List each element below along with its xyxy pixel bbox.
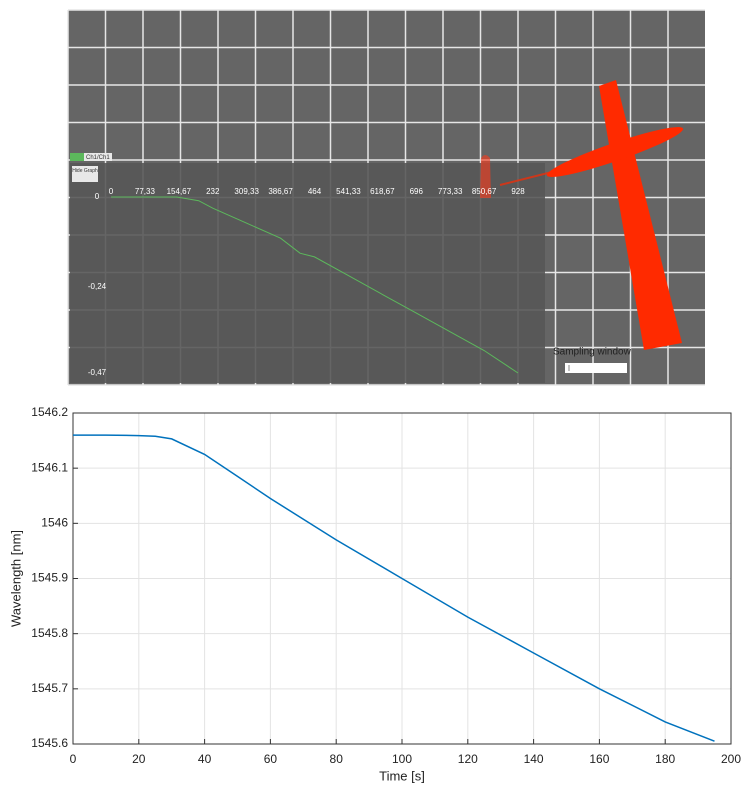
x-axis-label: Time [s] <box>379 768 425 783</box>
hide-graph-label-box: Hide Graph <box>72 166 98 182</box>
x-tick-label: 618,67 <box>370 187 395 196</box>
x-tick-label: 154,67 <box>167 187 192 196</box>
x-tick-label: 696 <box>410 187 424 196</box>
y-tick-label: 1545.8 <box>31 626 68 640</box>
x-tick-label: 77,33 <box>135 187 156 196</box>
screen: Ch1/Ch1 Hide Graph Sampling window 0 77,3… <box>0 0 741 787</box>
x-tick-label: 80 <box>330 752 344 766</box>
x-tick-label: 464 <box>308 187 322 196</box>
x-tick-label: 60 <box>264 752 278 766</box>
legend-swatch <box>70 153 84 161</box>
x-tick-label: 200 <box>721 752 741 766</box>
y-tick-label: -0,24 <box>88 282 107 291</box>
x-tick-label: 386,67 <box>268 187 293 196</box>
x-tick-label: 160 <box>589 752 609 766</box>
page: Ch1/Ch1 Hide Graph Sampling window 0 77,3… <box>0 0 741 787</box>
x-tick-label: 40 <box>198 752 212 766</box>
x-tick-label: 541,33 <box>336 187 361 196</box>
legend-label: Ch1/Ch1 <box>86 155 110 161</box>
y-tick-label: -0,47 <box>88 368 107 377</box>
y-tick-label: 1545.6 <box>31 736 68 750</box>
x-tick-label: 232 <box>206 187 220 196</box>
x-tick-label: 140 <box>524 752 544 766</box>
sampling-window-label: Sampling window <box>553 347 632 358</box>
hide-graph-label: Hide Graph <box>72 166 98 174</box>
y-tick-label: 1546.2 <box>31 405 68 419</box>
x-tick-label: 0 <box>109 187 114 196</box>
y-tick-label: 1546 <box>41 516 68 530</box>
x-tick-label: 180 <box>655 752 675 766</box>
x-tick-label: 0 <box>70 752 77 766</box>
y-axis-label: Wavelength [nm] <box>8 530 23 627</box>
x-tick-label: 120 <box>458 752 478 766</box>
y-tick-label: 1545.7 <box>31 681 68 695</box>
x-tick-label: 20 <box>132 752 146 766</box>
sampling-window-input[interactable] <box>565 363 627 373</box>
x-tick-label: 773,33 <box>438 187 463 196</box>
y-tick-label: 0 <box>95 192 100 201</box>
y-tick-label: 1546.1 <box>31 460 68 474</box>
x-tick-label: 850,67 <box>472 187 497 196</box>
x-tick-label: 928 <box>511 187 525 196</box>
x-tick-label: 309,33 <box>234 187 259 196</box>
y-tick-label: 1545.9 <box>31 571 68 585</box>
x-tick-label: 100 <box>392 752 412 766</box>
